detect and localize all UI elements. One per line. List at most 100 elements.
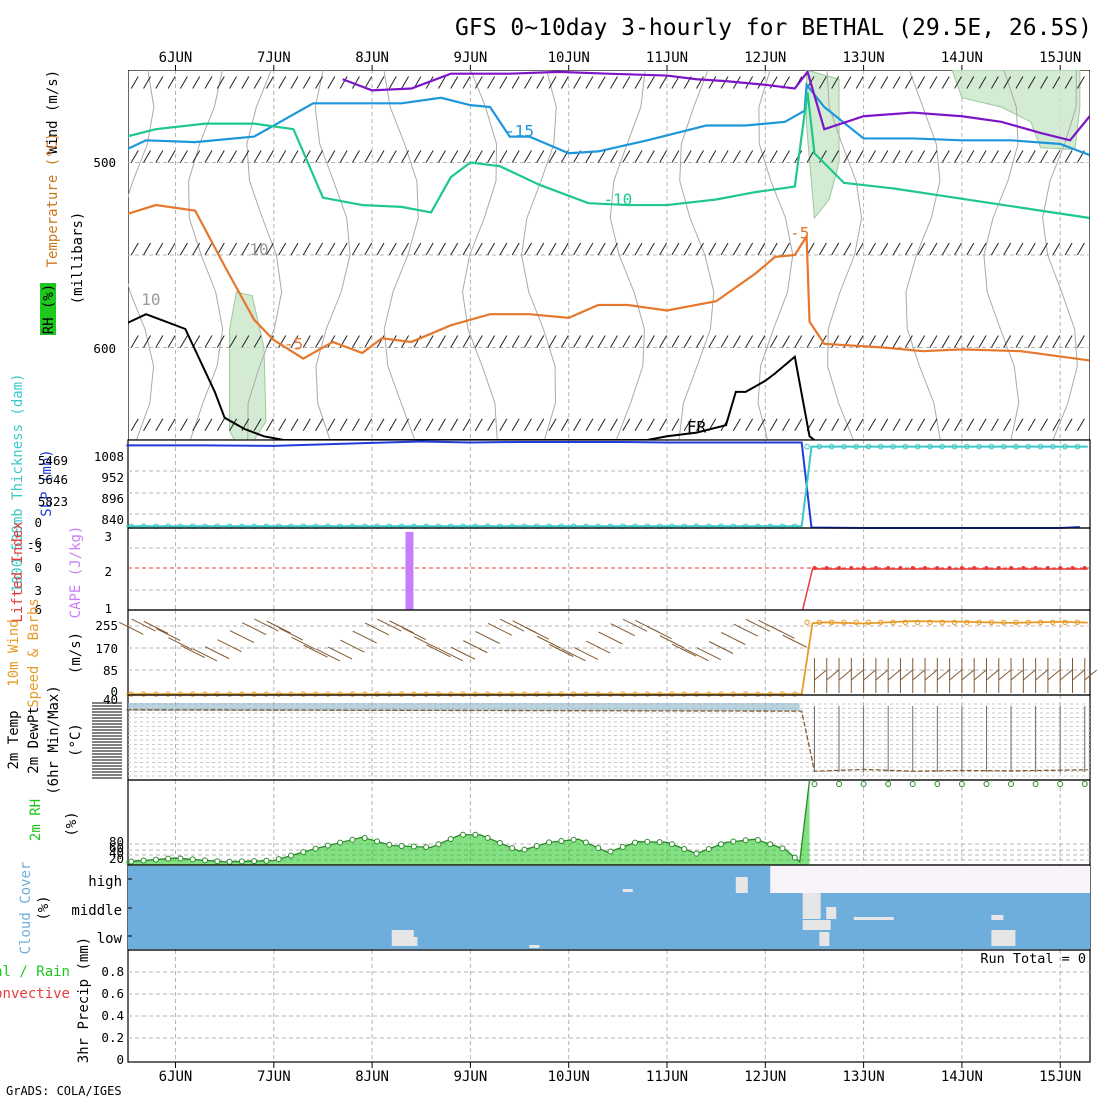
wind10-barb — [585, 640, 611, 654]
upper-wind-barb — [990, 242, 999, 256]
li-marker — [984, 566, 989, 570]
upper-wind-barb — [917, 242, 926, 256]
wind-speed-marker — [706, 691, 712, 697]
cape-tick-2: 2 — [104, 564, 112, 579]
ytick-600: 600 — [93, 341, 116, 356]
wind-speed-marker — [546, 691, 552, 697]
rh-marker — [644, 838, 651, 845]
upper-wind-barb — [229, 242, 237, 256]
upper-wind-barb — [843, 418, 852, 432]
date-label-15JUN: 15JUN — [1039, 1069, 1081, 1085]
wind10-barb — [745, 618, 771, 632]
li-marker — [996, 566, 1001, 570]
wind10-barb — [168, 637, 193, 651]
cloud-level-low: low — [97, 931, 123, 947]
upper-wind-barb — [536, 150, 545, 163]
upper-wind-barb — [929, 76, 938, 89]
slp-left-tick-4: 0 — [34, 515, 42, 530]
upper-wind-barb — [610, 242, 618, 256]
upper-wind-barb — [388, 335, 397, 348]
wind10-barb — [315, 648, 341, 662]
upper-wind-barb — [130, 150, 139, 163]
ylabel-thickness: 1000-500mb Thickness (dam) — [10, 373, 26, 592]
upper-wind-barb — [757, 76, 766, 89]
upper-wind-barb — [167, 150, 176, 163]
upper-wind-barb — [1052, 150, 1061, 163]
thickness-marker — [902, 443, 909, 450]
upper-wind-barb — [265, 242, 274, 256]
wind10-barb — [143, 620, 169, 634]
ylabel-2m-temp: 2m Temp — [6, 710, 22, 769]
precip-tick-0.6: 0.6 — [101, 986, 124, 1001]
upper-wind-barb — [216, 76, 225, 89]
upper-wind-barb — [413, 150, 422, 163]
rh-marker — [779, 845, 786, 852]
upper-wind-barb — [216, 418, 225, 432]
wind10-barb — [671, 643, 697, 657]
wind10-barb — [229, 630, 255, 643]
wind-speed-marker — [1013, 619, 1019, 626]
precip-panel — [127, 949, 1091, 1063]
upper-wind-barb — [573, 242, 582, 256]
rh-marker — [791, 854, 798, 861]
thickness-marker — [841, 443, 847, 450]
upper-wind-barb — [450, 76, 459, 89]
wind-speed-marker — [1050, 619, 1056, 626]
upper-wind-barb — [708, 335, 717, 348]
wind10-barb — [721, 632, 746, 645]
upper-wind-barb — [1076, 335, 1085, 348]
wind-speed-marker — [349, 691, 356, 697]
ylabel-slp: SLP (mb) — [39, 449, 55, 516]
upper-wind-barb — [253, 418, 262, 432]
wind-speed-marker — [828, 619, 835, 626]
wind-speed-marker — [964, 619, 970, 626]
upper-wind-barb — [425, 150, 434, 163]
wind10-barb-flag — [1035, 669, 1048, 681]
wind-speed-marker — [1025, 619, 1031, 626]
wind10-barb — [733, 623, 758, 637]
upper-wind-barb — [966, 150, 975, 163]
wind10-barb-flag — [1059, 669, 1073, 681]
upper-wind-barb — [696, 242, 704, 256]
thickness-marker — [804, 443, 810, 450]
upper-wind-barb — [450, 335, 459, 348]
thickness-marker — [1062, 443, 1068, 450]
wind10-barb-flag — [986, 669, 999, 681]
wind-speed-marker — [214, 691, 220, 697]
upper-wind-barb — [745, 242, 754, 256]
upper-wind-barb — [892, 150, 901, 163]
upper-wind-barb — [732, 418, 741, 432]
wind-speed-marker — [534, 691, 540, 697]
slp-right-tick-1: 1008 — [94, 449, 124, 464]
wind-speed-marker — [374, 691, 380, 697]
upper-wind-barb — [831, 418, 840, 432]
upper-wind-barb — [450, 418, 459, 432]
rh-marker — [484, 834, 491, 841]
li-marker — [1033, 566, 1038, 570]
upper-wind-barb — [818, 418, 827, 432]
upper-wind-barb — [683, 418, 692, 432]
upper-wind-barb — [487, 76, 496, 89]
upper-wind-barb — [253, 76, 262, 89]
upper-wind-barb — [241, 242, 250, 256]
contour-label: -5 — [284, 334, 303, 353]
upper-wind-barb — [659, 418, 668, 432]
upper-wind-barb — [892, 76, 901, 89]
wind-speed-marker — [988, 619, 995, 626]
upper-wind-barb — [290, 76, 299, 89]
rh-marker — [533, 843, 540, 850]
thickness-marker — [1050, 443, 1056, 450]
cloud-high-clear — [770, 866, 1090, 893]
wind10-barb-flag — [961, 669, 975, 681]
wind10-barb — [340, 639, 365, 653]
wind-speed-marker — [927, 619, 933, 626]
upper-wind-barb — [487, 150, 496, 163]
upper-wind-barb — [954, 418, 962, 432]
wind-speed-marker — [325, 691, 331, 697]
upper-wind-barb — [978, 150, 987, 163]
upper-wind-barb — [782, 418, 790, 432]
upper-wind-barb — [548, 335, 557, 348]
wind10-barb-flag — [949, 669, 962, 681]
upper-wind-barb — [929, 335, 938, 348]
upper-wind-barb — [757, 150, 766, 163]
